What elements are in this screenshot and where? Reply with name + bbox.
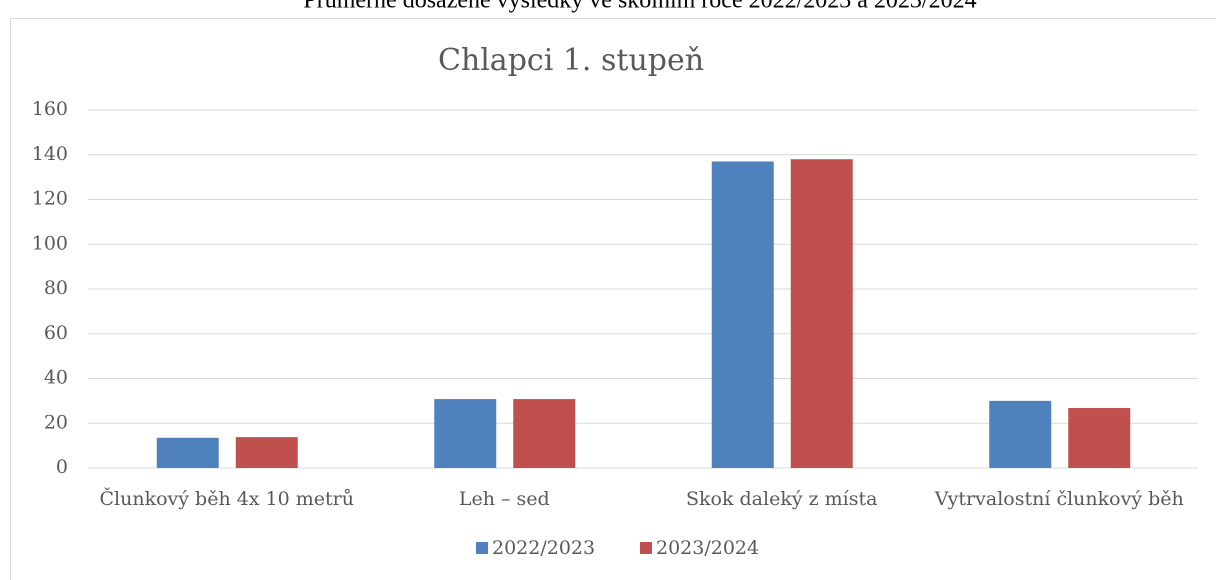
legend-swatch: [476, 542, 488, 554]
x-tick-label: Člunkový běh 4x 10 metrů: [99, 487, 354, 510]
y-tick-label: 140: [32, 143, 68, 165]
legend-label: 2022/2023: [492, 537, 595, 559]
bar: [513, 399, 576, 468]
y-tick-label: 160: [32, 98, 68, 120]
chart-border: [10, 18, 1216, 580]
bar: [989, 400, 1052, 468]
x-tick-label: Leh – sed: [459, 488, 550, 510]
y-tick-label: 120: [32, 188, 68, 210]
chart-title: Chlapci 1. stupeň: [438, 43, 704, 78]
bar: [1068, 408, 1131, 468]
page-title: Průměrné dosažené výsledky ve školním ro…: [303, 0, 976, 14]
x-tick-label: Skok daleký z místa: [686, 488, 877, 510]
legend-label: 2023/2024: [656, 537, 759, 559]
bar: [156, 437, 219, 468]
y-tick-label: 100: [32, 232, 68, 254]
bar: [235, 437, 298, 468]
legend-swatch: [640, 542, 652, 554]
y-tick-label: 80: [44, 277, 68, 299]
y-tick-label: 60: [44, 322, 68, 344]
x-tick-label: Vytrvalostní člunkový běh: [934, 488, 1184, 510]
y-tick-label: 0: [56, 456, 68, 478]
bar: [434, 399, 497, 468]
y-tick-label: 40: [44, 367, 68, 389]
bar: [790, 159, 853, 468]
bar: [711, 161, 774, 468]
y-tick-label: 20: [44, 411, 68, 433]
